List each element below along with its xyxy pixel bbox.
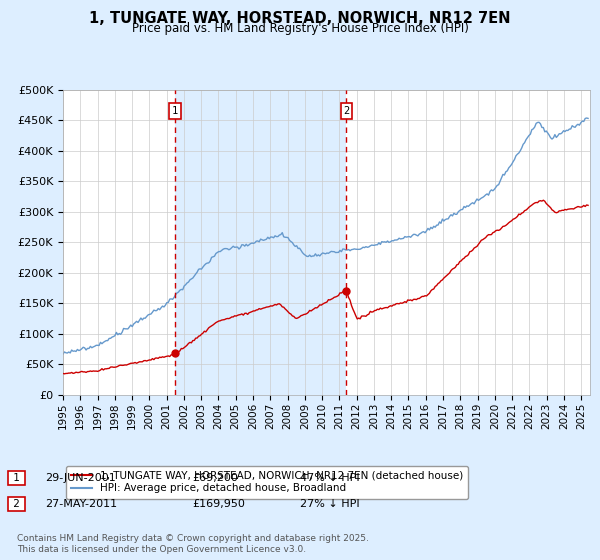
Text: 2: 2	[10, 499, 23, 509]
Text: 1, TUNGATE WAY, HORSTEAD, NORWICH, NR12 7EN: 1, TUNGATE WAY, HORSTEAD, NORWICH, NR12 …	[89, 11, 511, 26]
Text: 1: 1	[10, 473, 23, 483]
Text: Price paid vs. HM Land Registry's House Price Index (HPI): Price paid vs. HM Land Registry's House …	[131, 22, 469, 35]
Text: £169,950: £169,950	[192, 499, 245, 509]
Text: 27-MAY-2011: 27-MAY-2011	[45, 499, 117, 509]
Legend: 1, TUNGATE WAY, HORSTEAD, NORWICH, NR12 7EN (detached house), HPI: Average price: 1, TUNGATE WAY, HORSTEAD, NORWICH, NR12 …	[65, 465, 469, 498]
Text: 27% ↓ HPI: 27% ↓ HPI	[300, 499, 359, 509]
Text: 1: 1	[172, 106, 178, 116]
Bar	[175, 90, 346, 395]
Text: 29-JUN-2001: 29-JUN-2001	[45, 473, 116, 483]
Text: 47% ↓ HPI: 47% ↓ HPI	[300, 473, 359, 483]
Text: £69,200: £69,200	[192, 473, 238, 483]
Text: 2: 2	[343, 106, 350, 116]
Text: Contains HM Land Registry data © Crown copyright and database right 2025.
This d: Contains HM Land Registry data © Crown c…	[17, 534, 368, 554]
